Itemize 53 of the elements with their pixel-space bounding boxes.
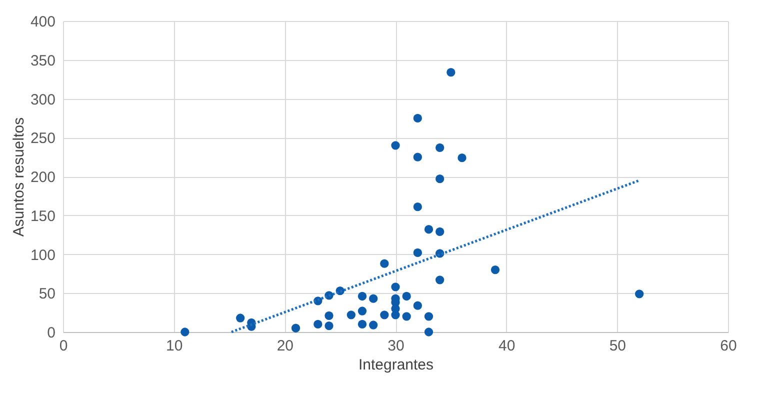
point [391,310,400,320]
point [291,324,300,332]
point [324,311,334,320]
point [358,320,367,329]
point [446,68,456,77]
point [180,328,190,336]
point [490,265,500,274]
point [413,301,422,310]
point [391,141,400,150]
x-axis-title: Integrantes [358,356,434,374]
y-tick-label: 200 [30,169,56,186]
point [369,294,378,303]
point [324,321,334,330]
point [635,290,644,298]
point [402,292,411,301]
point [413,152,422,162]
point [413,202,422,212]
y-tick-label: 350 [30,52,56,70]
point [358,306,367,316]
point [436,276,444,284]
y-axis-title: Asuntos resueltos [10,117,28,237]
point [369,320,378,330]
point [436,174,444,184]
point [436,227,444,236]
y-tick-label: 50 [38,286,56,303]
point [436,143,444,152]
y-tick-label: 300 [30,91,56,108]
point [458,154,466,162]
x-tick-label: 40 [498,338,516,354]
point [413,114,422,123]
x-tick-label: 50 [609,338,626,354]
x-tick-label: 20 [276,338,294,354]
x-tick-label: 0 [59,338,68,354]
point [380,310,389,320]
point [358,292,367,301]
point [424,312,434,321]
x-tick-label: 10 [166,338,183,354]
y-tick-label: 400 [30,14,56,30]
point [402,312,411,321]
point [424,225,434,234]
point [236,314,245,322]
point [424,328,434,336]
point [413,248,422,258]
point [314,320,322,329]
x-tick-label: 60 [720,338,737,354]
point [380,259,389,268]
x-tick-label: 30 [388,338,404,354]
y-tick-label: 100 [30,246,56,264]
y-tick-label: 0 [47,324,56,342]
y-tick-label: 250 [30,130,56,148]
point [346,310,356,320]
y-tick-label: 150 [30,208,56,225]
point [391,282,400,292]
